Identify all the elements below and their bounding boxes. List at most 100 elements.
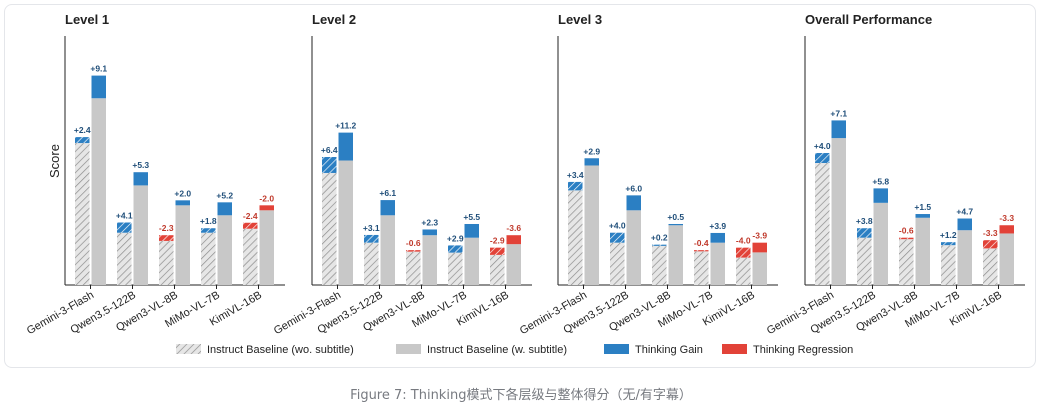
bar-baseline-w-subtitle: [999, 233, 1014, 285]
delta-label: +1.8: [200, 216, 217, 226]
delta-label: +6.0: [625, 183, 642, 193]
bar-thinking-gain: [201, 228, 216, 233]
bar-baseline-wo-subtitle: [117, 232, 132, 285]
bar-baseline-wo-subtitle: [243, 228, 258, 285]
bar-thinking-regression: [406, 250, 421, 252]
delta-label: +3.9: [709, 221, 726, 231]
delta-label: +4.0: [814, 141, 831, 151]
delta-label: +6.1: [379, 188, 396, 198]
delta-label: +5.8: [872, 176, 889, 186]
delta-label: +4.7: [956, 207, 973, 217]
delta-label: +7.1: [830, 108, 847, 118]
bar-thinking-gain: [448, 245, 463, 253]
delta-label: -0.6: [899, 226, 914, 236]
y-axis-label: Score: [47, 144, 62, 178]
bar-baseline-w-subtitle: [915, 217, 930, 285]
bar-baseline-wo-subtitle: [364, 242, 379, 285]
delta-label: -3.3: [999, 213, 1014, 223]
bar-thinking-regression: [694, 250, 709, 252]
bar-thinking-gain: [610, 232, 625, 243]
delta-label: +5.5: [463, 212, 480, 222]
bar-baseline-wo-subtitle: [201, 232, 216, 285]
delta-label: +6.4: [321, 145, 338, 155]
panel-title: Level 2: [312, 12, 356, 27]
bar-thinking-regression: [736, 247, 751, 258]
delta-label: +2.4: [74, 125, 91, 135]
bar-baseline-wo-subtitle: [406, 251, 421, 285]
bar-baseline-wo-subtitle: [448, 252, 463, 285]
delta-label: +3.4: [567, 170, 584, 180]
bar-baseline-w-subtitle: [338, 160, 353, 285]
bar-baseline-w-subtitle: [752, 252, 767, 285]
bar-baseline-wo-subtitle: [899, 239, 914, 285]
bar-thinking-gain: [91, 75, 106, 99]
bar-thinking-gain: [652, 244, 667, 246]
bar-thinking-gain: [568, 181, 583, 191]
bar-baseline-w-subtitle: [380, 215, 395, 285]
bar-thinking-regression: [752, 242, 767, 253]
legend: Instruct Baseline (wo. subtitle) Instruct…: [176, 344, 853, 356]
bar-baseline-wo-subtitle: [857, 237, 872, 285]
delta-label: +4.1: [116, 211, 133, 221]
bar-baseline-wo-subtitle: [815, 162, 830, 285]
delta-label: -3.3: [983, 228, 998, 238]
bar-thinking-gain: [133, 172, 148, 186]
bar-thinking-gain: [626, 195, 641, 211]
bar-baseline-wo-subtitle: [694, 251, 709, 285]
panel-title: Overall Performance: [805, 12, 932, 27]
legend-swatch: [396, 344, 421, 354]
bar-thinking-gain: [217, 202, 232, 216]
bar-thinking-gain: [668, 223, 683, 226]
delta-label: +9.1: [90, 64, 107, 74]
bar-baseline-w-subtitle: [175, 205, 190, 285]
bar-baseline-w-subtitle: [217, 215, 232, 285]
bar-baseline-w-subtitle: [626, 210, 641, 285]
chart: Level 1+2.4+9.1Gemini-3-Flash+4.1+5.3Qwe…: [25, 12, 1025, 356]
legend-swatch: [176, 344, 201, 354]
bar-baseline-w-subtitle: [584, 165, 599, 285]
bar-thinking-gain: [464, 223, 479, 238]
bar-thinking-regression: [490, 247, 505, 255]
bar-thinking-gain: [831, 120, 846, 139]
bar-thinking-gain: [915, 214, 930, 218]
delta-label: +5.3: [132, 160, 149, 170]
delta-label: -0.6: [406, 238, 421, 248]
delta-label: +0.2: [651, 233, 668, 243]
bar-baseline-wo-subtitle: [736, 257, 751, 285]
bar-thinking-gain: [175, 200, 190, 206]
panel-2: Level 2+6.4+11.2Gemini-3-Flash+3.1+6.1Qw…: [272, 12, 532, 337]
bar-thinking-regression: [506, 235, 521, 245]
delta-label: +3.8: [856, 216, 873, 226]
bar-baseline-w-subtitle: [259, 210, 274, 285]
bar-thinking-regression: [899, 237, 914, 240]
bar-thinking-gain: [857, 228, 872, 238]
delta-label: +2.3: [421, 217, 438, 227]
delta-label: +4.0: [609, 221, 626, 231]
bar-baseline-w-subtitle: [422, 235, 437, 285]
delta-label: -2.0: [259, 193, 274, 203]
legend-swatch: [722, 344, 747, 354]
bar-thinking-gain: [338, 132, 353, 161]
delta-label: -2.3: [159, 223, 174, 233]
legend-label: Instruct Baseline (w. subtitle): [427, 344, 567, 356]
bar-baseline-w-subtitle: [91, 98, 106, 285]
bar-baseline-wo-subtitle: [490, 254, 505, 285]
delta-label: +5.2: [216, 190, 233, 200]
delta-label: -4.0: [736, 236, 751, 246]
bar-baseline-wo-subtitle: [652, 245, 667, 285]
bar-thinking-gain: [710, 232, 725, 243]
delta-label: -2.4: [243, 211, 258, 221]
legend-label: Thinking Gain: [635, 344, 703, 356]
bar-baseline-w-subtitle: [668, 225, 683, 285]
delta-label: -3.9: [752, 231, 767, 241]
bar-thinking-regression: [999, 225, 1014, 234]
bar-baseline-wo-subtitle: [941, 245, 956, 285]
bar-thinking-gain: [941, 242, 956, 246]
bar-thinking-gain: [584, 158, 599, 166]
legend-item-instruct-wo: Instruct Baseline (wo. subtitle): [176, 344, 354, 356]
delta-label: +0.5: [667, 212, 684, 222]
delta-label: +11.2: [335, 121, 356, 131]
delta-label: -0.4: [694, 238, 709, 248]
panel-1: Level 1+2.4+9.1Gemini-3-Flash+4.1+5.3Qwe…: [25, 12, 285, 337]
bar-thinking-gain: [322, 157, 337, 173]
